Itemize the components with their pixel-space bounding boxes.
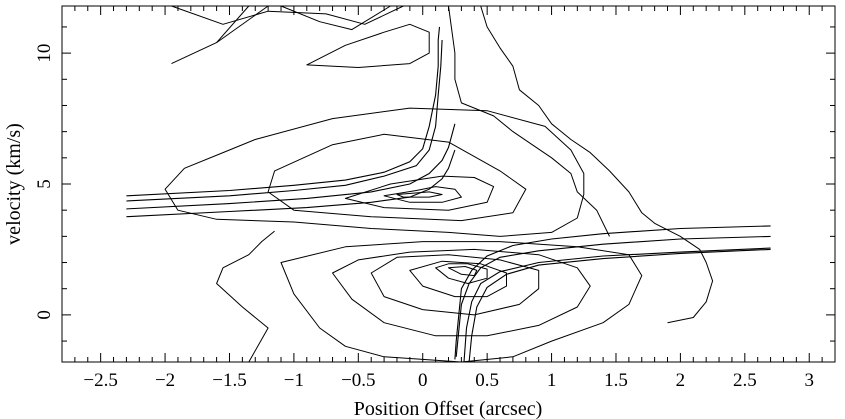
- model-curve-6: [463, 247, 771, 363]
- x-tick-label: −1: [284, 370, 304, 391]
- axis-tick-labels: −2.5 −2 −1.5 −1 −0.5 0 0.5 1 1.5 2 2.5 3 0 5 10: [34, 44, 814, 391]
- model-curve-4: [454, 225, 771, 360]
- x-tick-label: 0: [418, 370, 428, 391]
- contour-level-1-12: [216, 230, 275, 363]
- x-axis-label: Position Offset (arcsec): [354, 398, 542, 419]
- x-tick-label: −2.5: [83, 370, 117, 391]
- contour-level-3-14: [332, 248, 591, 337]
- contour-level-3-8: [267, 133, 527, 222]
- contour-level-1-6: [480, 5, 714, 324]
- model-curve-1: [126, 39, 443, 202]
- y-axis-label: velocity (km/s): [3, 123, 25, 245]
- contour-level-7-18: [448, 266, 478, 277]
- x-tick-label: 2.5: [733, 370, 757, 391]
- y-tick-label: 5: [34, 179, 55, 189]
- contour-level-6-11: [396, 191, 443, 198]
- x-tick-label: 3: [804, 370, 814, 391]
- model-curve-2: [126, 123, 456, 210]
- axis-ticks: [62, 6, 836, 362]
- x-tick-label: −2: [155, 370, 175, 391]
- x-tick-label: −0.5: [341, 370, 375, 391]
- model-curves: [126, 26, 771, 363]
- x-tick-label: 1: [547, 370, 557, 391]
- x-tick-label: 0.5: [475, 370, 499, 391]
- contour-level-2-7: [164, 107, 585, 237]
- x-tick-label: 1.5: [604, 370, 628, 391]
- model-curve-7: [468, 248, 771, 363]
- y-tick-label: 10: [34, 44, 55, 63]
- contour-level-1-1: [171, 5, 250, 65]
- contour-level-1-4: [306, 23, 430, 68]
- contour-level-5-10: [383, 186, 462, 203]
- model-curve-0: [126, 26, 441, 197]
- model-curve-5: [455, 235, 771, 357]
- contour-level-1-3: [280, 5, 391, 31]
- contour-level-4-15: [370, 254, 540, 316]
- model-curve-3: [126, 149, 456, 218]
- contour-level-6-17: [435, 263, 488, 284]
- contour-level-4-9: [344, 175, 495, 211]
- contour-level-2-13: [280, 241, 643, 363]
- contour-level-5-16: [409, 260, 507, 298]
- x-tick-label: 2: [676, 370, 686, 391]
- y-tick-label: 0: [34, 310, 55, 320]
- contour-lines: [164, 5, 714, 363]
- x-tick-label: −1.5: [212, 370, 246, 391]
- contour-level-1-2: [216, 5, 269, 44]
- plot-frame: [61, 5, 836, 363]
- contour-level-1-5: [448, 5, 610, 237]
